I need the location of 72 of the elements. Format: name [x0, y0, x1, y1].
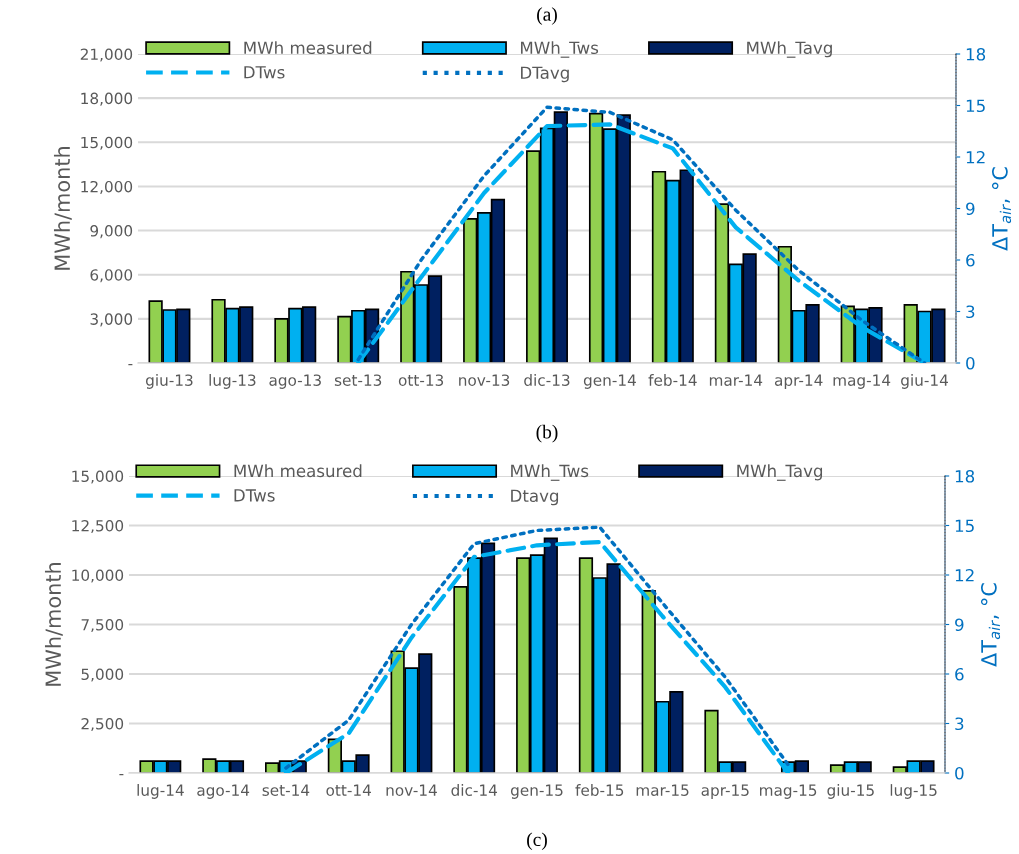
- x-tick-label: ott-13: [398, 374, 444, 386]
- x-tick-label: mar-14: [709, 374, 763, 386]
- y-tick-label: 10,000: [72, 569, 124, 583]
- x-tick-label: gen-15: [510, 784, 563, 799]
- y2-tick-label: 3: [955, 717, 964, 731]
- y-axis-title: MWh/month: [44, 563, 63, 686]
- y2-tick-label: 18: [966, 47, 986, 61]
- y2-tick-label: 6: [966, 253, 975, 267]
- y-axis-title: MWh/month: [53, 147, 72, 270]
- x-tick-label: lug-13: [209, 374, 256, 389]
- y2-tick-label: 12: [955, 568, 974, 582]
- y2-tick-label: 15: [955, 519, 974, 533]
- y-tick-label: 5,000: [81, 668, 124, 682]
- x-tick-label: set-14: [262, 784, 310, 796]
- y-tick-label: 7,500: [81, 618, 124, 633]
- y-tick-label: -: [128, 364, 133, 366]
- legend-label: Dtavg: [511, 489, 559, 506]
- y2-tick-label: 6: [955, 667, 964, 681]
- x-tick-label: giu-14: [901, 374, 948, 389]
- y2-tick-label: 9: [966, 202, 975, 216]
- x-tick-label: ago-14: [197, 784, 250, 799]
- legend-label: MWh_Tws: [521, 41, 599, 58]
- y2-axis-title: ΔT$_{air}$, °C: [992, 167, 1012, 251]
- text: (b): [536, 424, 558, 443]
- y-tick-label: 12,000: [81, 180, 133, 195]
- legend-label: DTws: [234, 489, 275, 502]
- y2-tick-label: 0: [955, 766, 964, 780]
- x-tick-label: mag-15: [760, 784, 817, 799]
- y-tick-label: 9,000: [90, 225, 133, 239]
- legend-label: DTavg: [521, 66, 569, 83]
- y2-tick-label: 12: [966, 150, 985, 164]
- y-tick-label: 15,000: [72, 470, 124, 484]
- y-tick-label: 18,000: [81, 92, 133, 106]
- x-tick-label: apr-15: [701, 784, 749, 799]
- legend-label: MWh measured: [234, 464, 362, 478]
- x-tick-label: nov-13: [459, 374, 510, 386]
- x-tick-label: set-13: [334, 374, 382, 386]
- x-tick-label: giu-13: [146, 374, 193, 389]
- x-tick-label: ago-13: [269, 374, 321, 389]
- y-tick-label: 3,000: [90, 313, 133, 327]
- y2-tick-label: 0: [966, 356, 975, 370]
- x-tick-label: feb-14: [648, 374, 697, 386]
- y2-tick-label: 15: [966, 99, 985, 113]
- y2-tick-label: 18: [955, 469, 975, 483]
- x-tick-label: lug-14: [137, 784, 184, 799]
- legend-label: MWh measured: [244, 41, 372, 55]
- x-tick-label: dic-13: [524, 374, 570, 386]
- text: (c): [527, 832, 547, 851]
- chart-title: (a): [537, 7, 557, 25]
- legend-label: MWh_Tws: [511, 464, 589, 481]
- x-tick-label: lug-15: [890, 784, 937, 799]
- y-tick-label: 2,500: [81, 717, 124, 732]
- legend-label: MWh_Tavg: [747, 41, 832, 58]
- legend-label: DTws: [244, 66, 285, 79]
- x-tick-label: gen-14: [583, 374, 636, 389]
- x-tick-label: ott-14: [326, 784, 371, 796]
- y-tick-label: 15,000: [81, 136, 133, 150]
- x-tick-label: nov-14: [386, 784, 437, 796]
- x-tick-label: feb-15: [575, 784, 624, 796]
- y2-axis-title: ΔT$_{air}$, °C: [981, 583, 1001, 667]
- y-tick-label: 12,500: [72, 519, 124, 534]
- x-tick-label: giu-15: [827, 784, 874, 799]
- y-tick-label: -: [119, 774, 124, 776]
- y-tick-label: 21,000: [80, 48, 133, 62]
- x-tick-label: mar-15: [636, 784, 689, 796]
- x-tick-label: mag-14: [833, 374, 891, 389]
- y2-tick-label: 9: [955, 618, 964, 632]
- x-tick-label: dic-14: [451, 784, 498, 796]
- legend-label: MWh_Tavg: [737, 464, 823, 481]
- y-tick-label: 6,000: [90, 269, 133, 283]
- x-tick-label: apr-14: [774, 374, 823, 389]
- y2-tick-label: 3: [966, 305, 975, 319]
